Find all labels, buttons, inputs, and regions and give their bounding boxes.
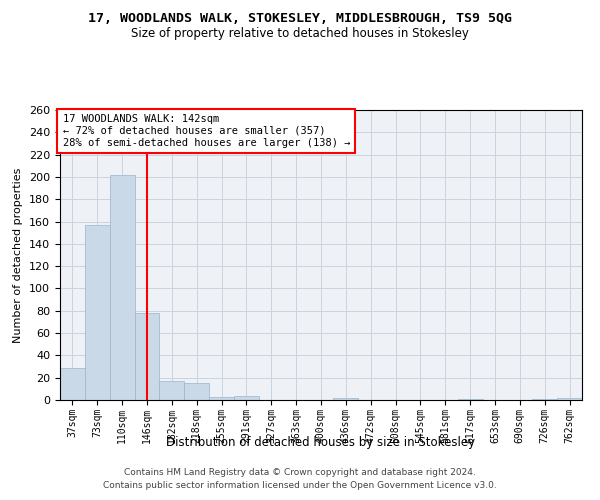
Bar (234, 396, 259, 400)
Text: Contains HM Land Registry data © Crown copyright and database right 2024.: Contains HM Land Registry data © Crown c… (124, 468, 476, 477)
Text: Size of property relative to detached houses in Stokesley: Size of property relative to detached ho… (131, 28, 469, 40)
Bar (60, 368, 85, 400)
Bar (532, 399, 557, 400)
Bar (134, 313, 160, 400)
Bar (334, 398, 358, 400)
Text: 17 WOODLANDS WALK: 142sqm
← 72% of detached houses are smaller (357)
28% of semi: 17 WOODLANDS WALK: 142sqm ← 72% of detac… (62, 114, 350, 148)
Y-axis label: Number of detached properties: Number of detached properties (13, 168, 23, 342)
Text: Distribution of detached houses by size in Stokesley: Distribution of detached houses by size … (166, 436, 476, 449)
Bar (209, 396, 234, 400)
Bar (458, 399, 482, 400)
Bar (184, 384, 209, 400)
Text: 17, WOODLANDS WALK, STOKESLEY, MIDDLESBROUGH, TS9 5QG: 17, WOODLANDS WALK, STOKESLEY, MIDDLESBR… (88, 12, 512, 26)
Bar (160, 381, 184, 400)
Bar (85, 225, 110, 400)
Text: Contains public sector information licensed under the Open Government Licence v3: Contains public sector information licen… (103, 482, 497, 490)
Bar (557, 398, 582, 400)
Bar (110, 174, 134, 400)
